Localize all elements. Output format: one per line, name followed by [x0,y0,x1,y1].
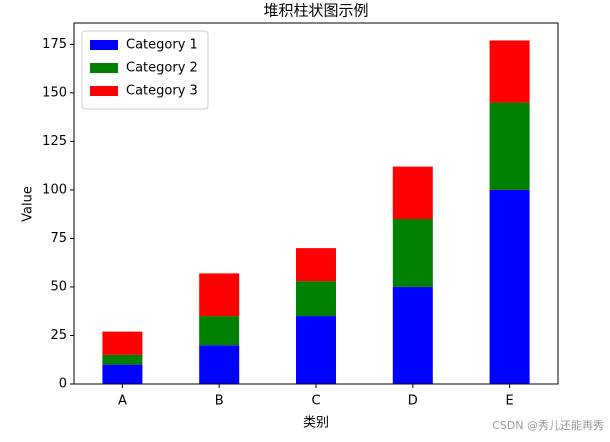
x-tick-label: E [505,394,513,409]
y-tick-label: 150 [42,85,67,100]
x-tick-label: D [408,394,418,409]
x-axis-label: 类别 [303,416,329,431]
bar-segment [392,286,433,384]
bar-segment [489,189,530,384]
y-axis-label: Value [21,186,36,222]
bar-segment [199,345,240,384]
watermark: CSDN @秀儿还能再秀 [492,418,604,432]
y-tick-label: 175 [42,37,67,52]
chart-title: 堆积柱状图示例 [263,2,368,20]
bar-segment [296,248,336,282]
legend-label: Category 3 [126,84,198,99]
plot-frame [73,22,559,385]
y-tick-label: 0 [59,377,67,392]
legend-swatch [90,86,118,96]
x-tick-label: C [311,394,320,409]
bar-segment [489,102,530,190]
legend-label: Category 2 [126,61,198,76]
bar-segment [392,219,433,287]
bar-segment [392,166,433,220]
bar-segment [102,331,143,355]
legend-label: Category 1 [126,38,198,53]
bar-segment [199,273,240,317]
y-tick-label: 75 [50,231,67,246]
y-tick-label: 125 [42,134,67,149]
x-tick-label: A [118,394,127,409]
bar-segment [102,364,143,384]
y-tick-label: 25 [50,328,67,343]
bar-segment [102,354,143,365]
bar-segment [296,281,336,317]
bar-segment [489,40,530,103]
x-tick-label: B [215,394,224,409]
legend-swatch [90,63,118,73]
y-tick-label: 50 [50,279,67,294]
legend-swatch [90,40,118,50]
bar-segment [199,316,240,346]
bar-segment [296,316,336,384]
y-tick-label: 100 [42,182,67,197]
